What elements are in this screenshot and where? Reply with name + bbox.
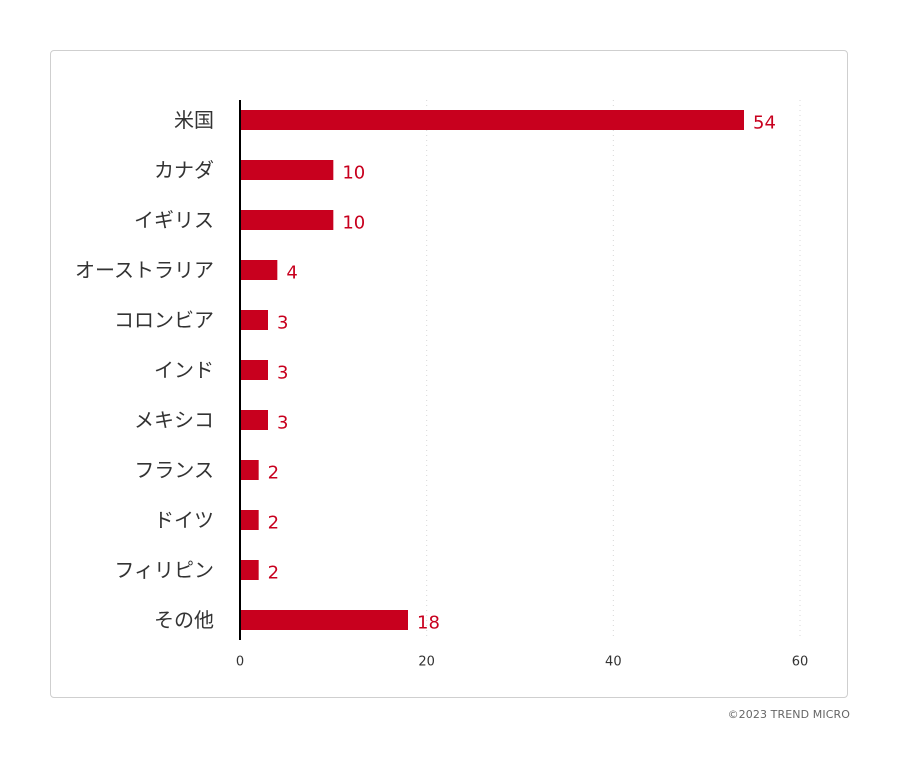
copyright-text: ©2023 TREND MICRO <box>727 708 850 721</box>
category-label-4: コロンビア <box>114 308 214 332</box>
chart-frame <box>50 50 848 698</box>
bar-4 <box>240 310 268 330</box>
gridlines <box>426 100 801 640</box>
x-tick-label-0: 0 <box>236 655 244 670</box>
category-label-2: イギリス <box>134 208 214 232</box>
category-label-7: フランス <box>134 458 214 482</box>
value-label-7: 2 <box>268 463 279 484</box>
bar-3 <box>240 260 278 280</box>
bar-0 <box>240 110 744 130</box>
bars <box>240 110 744 630</box>
bar-9 <box>240 560 259 580</box>
bar-5 <box>240 360 268 380</box>
bar-2 <box>240 210 334 230</box>
category-label-6: メキシコ <box>134 408 214 432</box>
x-tick-labels: 0 20 40 60 <box>236 655 808 670</box>
value-label-1: 10 <box>342 163 365 184</box>
category-label-1: カナダ <box>154 158 214 182</box>
bar-8 <box>240 510 259 530</box>
value-label-2: 10 <box>342 213 365 234</box>
x-tick-label-20: 20 <box>418 655 435 670</box>
category-label-10: その他 <box>154 608 214 632</box>
value-label-6: 3 <box>277 413 288 434</box>
bar-10 <box>240 610 408 630</box>
value-label-0: 54 <box>753 113 776 134</box>
category-label-8: ドイツ <box>154 508 214 532</box>
category-labels: 米国カナダイギリスオーストラリアコロンビアインドメキシコフランスドイツフィリピン… <box>75 108 214 632</box>
category-label-0: 米国 <box>174 108 214 132</box>
bar-1 <box>240 160 334 180</box>
value-label-9: 2 <box>268 563 279 584</box>
bar-6 <box>240 410 268 430</box>
category-label-5: インド <box>154 358 214 382</box>
value-label-10: 18 <box>417 613 440 634</box>
value-label-8: 2 <box>268 513 279 534</box>
category-label-3: オーストラリア <box>75 258 214 282</box>
x-tick-label-40: 40 <box>605 655 622 670</box>
x-tick-label-60: 60 <box>792 655 809 670</box>
value-labels: 54 10 10 4 3 3 3 2 2 2 18 <box>268 113 776 634</box>
bar-7 <box>240 460 259 480</box>
value-label-5: 3 <box>277 363 288 384</box>
value-label-4: 3 <box>277 313 288 334</box>
category-label-9: フィリピン <box>114 558 214 582</box>
value-label-3: 4 <box>286 263 297 284</box>
